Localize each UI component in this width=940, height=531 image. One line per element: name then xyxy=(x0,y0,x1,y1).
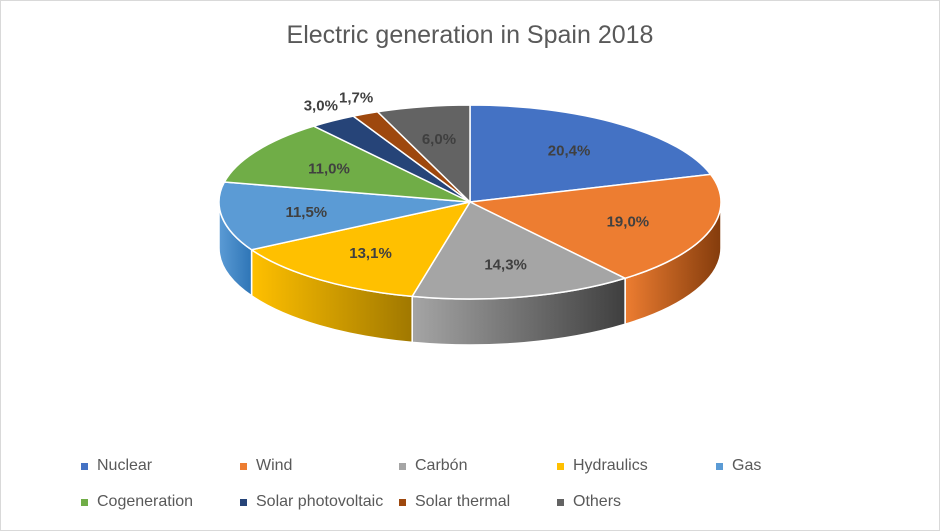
pie-slice-cogeneration xyxy=(223,125,471,203)
data-label-nuclear: 20,4% xyxy=(548,143,591,160)
pie-slice-wind xyxy=(469,173,722,280)
pie-slice-gas xyxy=(218,181,471,251)
pie-slice-carbon xyxy=(411,201,626,300)
data-label-carbon: 14,3% xyxy=(484,257,527,274)
chart-title: Electric generation in Spain 2018 xyxy=(286,21,654,49)
data-label-solar-thermal: 1,7% xyxy=(339,89,373,106)
data-label-solar-photovoltaic: 3,0% xyxy=(304,98,338,115)
data-label-hydraulics: 13,1% xyxy=(349,245,392,262)
pie-slice-hydraulics xyxy=(250,201,471,298)
pie-slice-others xyxy=(376,104,471,203)
data-label-wind: 19,0% xyxy=(607,213,650,230)
data-label-cogeneration: 11,0% xyxy=(308,160,350,177)
data-label-others: 6,0% xyxy=(422,131,456,148)
data-label-gas: 11,5% xyxy=(285,204,327,221)
pie-slice-nuclear xyxy=(469,104,712,203)
